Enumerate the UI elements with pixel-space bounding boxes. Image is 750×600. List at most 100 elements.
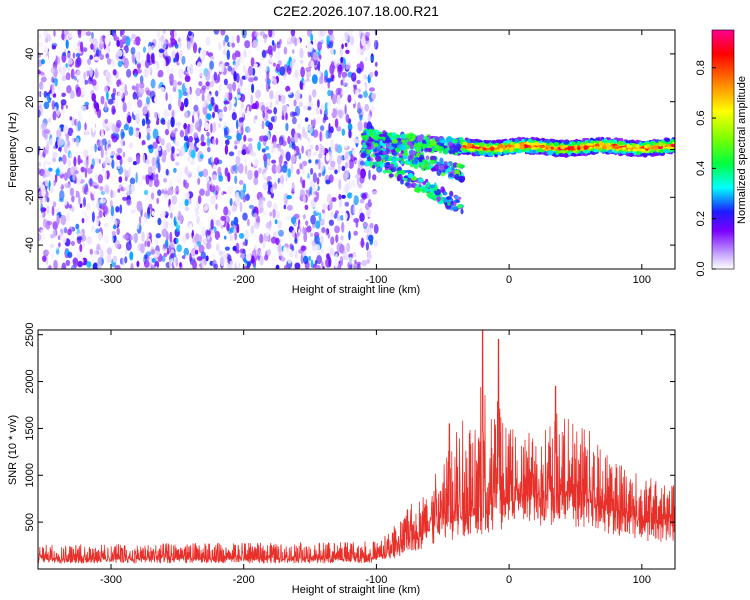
spectrogram-cell	[156, 30, 160, 38]
spectrogram-cell	[253, 63, 258, 68]
spectrogram-cell	[348, 230, 351, 241]
spectrogram-cell	[669, 140, 674, 143]
spectrogram-cell	[299, 163, 302, 170]
spectrogram-cell	[171, 109, 175, 119]
spectrogram-cell	[602, 145, 607, 150]
spectrogram-y-label: Frequency (Hz)	[7, 112, 19, 188]
spectrogram-cell	[38, 52, 42, 59]
spectrogram-cell	[66, 52, 71, 59]
spectrogram-cell	[38, 42, 44, 48]
spectrogram-cell	[76, 177, 81, 186]
spectrogram-cell	[466, 139, 471, 144]
spectrogram-cell	[73, 36, 80, 45]
spectrogram-cell	[446, 196, 452, 200]
spectrogram-cell	[196, 142, 202, 148]
spectrogram-cell	[153, 178, 160, 188]
spectrogram-cell	[169, 73, 174, 82]
spectrogram-cell	[271, 159, 277, 164]
spectrogram-cell	[199, 188, 205, 196]
spectrogram-cell	[346, 242, 350, 252]
spectrogram-cell	[155, 173, 159, 179]
spectrogram-cell	[519, 144, 525, 150]
spectrogram-cell	[147, 110, 150, 119]
spectrogram-cell	[167, 119, 171, 130]
spectrogram-cell	[89, 177, 93, 187]
spectrogram-cell	[56, 128, 62, 138]
spectrogram-cell	[528, 138, 533, 144]
spectrogram-cell	[574, 150, 579, 153]
spectrogram-cell	[38, 261, 42, 268]
spectrogram-cell	[382, 136, 386, 141]
spectrogram-cell	[330, 144, 334, 152]
spectrogram-cell	[90, 43, 94, 50]
spectrogram-cell	[326, 193, 332, 205]
spectrogram-cell	[226, 185, 233, 195]
spectrogram-cell	[173, 79, 177, 91]
spectrogram-cell	[81, 217, 85, 224]
x-tick-label: 0	[506, 574, 512, 586]
spectrogram-cell	[115, 99, 119, 108]
spectrogram-cell	[77, 260, 83, 268]
spectrogram-cell	[73, 186, 77, 198]
spectrogram-cell	[124, 256, 128, 264]
spectrogram-cell	[91, 158, 96, 168]
spectrogram-cell	[92, 181, 99, 187]
spectrogram-cell	[83, 196, 86, 208]
spectrogram-cell	[246, 110, 251, 117]
spectrogram-cell	[408, 154, 414, 161]
spectrogram-cell	[591, 140, 595, 144]
spectrogram-cell	[239, 109, 242, 118]
spectrogram-cell	[318, 35, 324, 41]
spectrogram-cell	[361, 74, 365, 83]
spectrogram-cell	[277, 50, 280, 58]
spectrogram-cell	[258, 167, 262, 174]
spectrogram-cell	[299, 60, 304, 64]
spectrogram-cell	[53, 30, 56, 37]
spectrogram-cell	[290, 192, 295, 204]
spectrogram-cell	[264, 254, 269, 261]
spectrogram-cell	[280, 94, 286, 104]
spectrogram-cell	[342, 119, 348, 128]
spectrogram-cell	[89, 67, 93, 78]
spectrogram-cell	[532, 137, 537, 141]
spectrogram-cell	[315, 220, 321, 229]
spectrogram-cell	[326, 35, 330, 45]
spectrogram-cell	[298, 101, 303, 108]
spectrogram-cell	[157, 146, 162, 151]
spectrogram-cell	[357, 167, 361, 176]
spectrogram-cell	[289, 111, 296, 118]
x-tick-label: 100	[633, 574, 651, 586]
spectrogram-cell	[75, 53, 81, 58]
spectrogram-cell	[175, 161, 180, 166]
spectrogram-cell	[233, 71, 237, 82]
spectrogram-cell	[212, 164, 218, 172]
spectrogram-cell	[378, 133, 385, 137]
spectrogram-cell	[133, 105, 138, 116]
spectrogram-cell	[201, 85, 207, 91]
spectrogram-cell	[215, 193, 222, 200]
spectrogram-cell	[509, 146, 514, 152]
spectrogram-cell	[161, 189, 165, 194]
spectrogram-cell	[595, 146, 600, 150]
spectrogram-cell	[289, 142, 292, 149]
spectrogram-cell	[289, 60, 294, 69]
spectrogram-cell	[100, 198, 107, 204]
spectrogram-cell	[137, 99, 143, 108]
spectrogram-cell	[84, 101, 89, 106]
spectrogram-cell	[303, 138, 310, 147]
spectrogram-cell	[374, 61, 378, 67]
spectrogram-cell	[146, 133, 151, 141]
spectrogram-cell	[290, 136, 295, 142]
spectrogram-cell	[563, 140, 569, 145]
spectrogram-cell	[210, 155, 214, 163]
spectrogram-cell	[400, 133, 407, 140]
spectrogram-cell	[60, 99, 67, 106]
spectrogram-cell	[286, 204, 293, 211]
spectrogram-cell	[91, 211, 95, 223]
spectrogram-cell	[635, 151, 641, 155]
spectrogram-cell	[541, 142, 547, 146]
spectrogram-cell	[320, 235, 324, 246]
spectrogram-cell	[427, 193, 434, 199]
spectrogram-cell	[352, 99, 356, 105]
